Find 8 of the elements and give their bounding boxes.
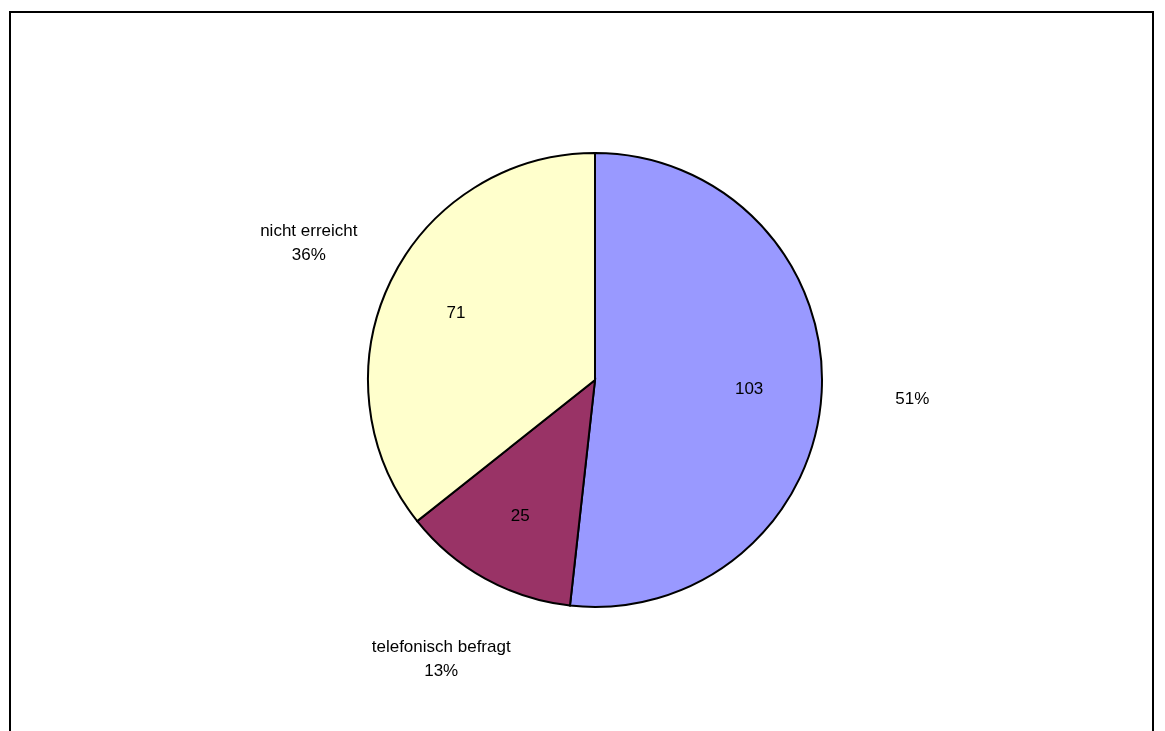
data-label: 103: [734, 379, 764, 399]
data-label: 71: [446, 303, 466, 323]
data-label: 25: [510, 505, 530, 525]
slice-label: nicht erreicht: [260, 220, 358, 240]
text: 13%: [424, 660, 459, 680]
text: 36%: [291, 244, 326, 264]
text: 51%: [895, 388, 930, 408]
slice-label: telefonisch befragt: [371, 636, 511, 656]
